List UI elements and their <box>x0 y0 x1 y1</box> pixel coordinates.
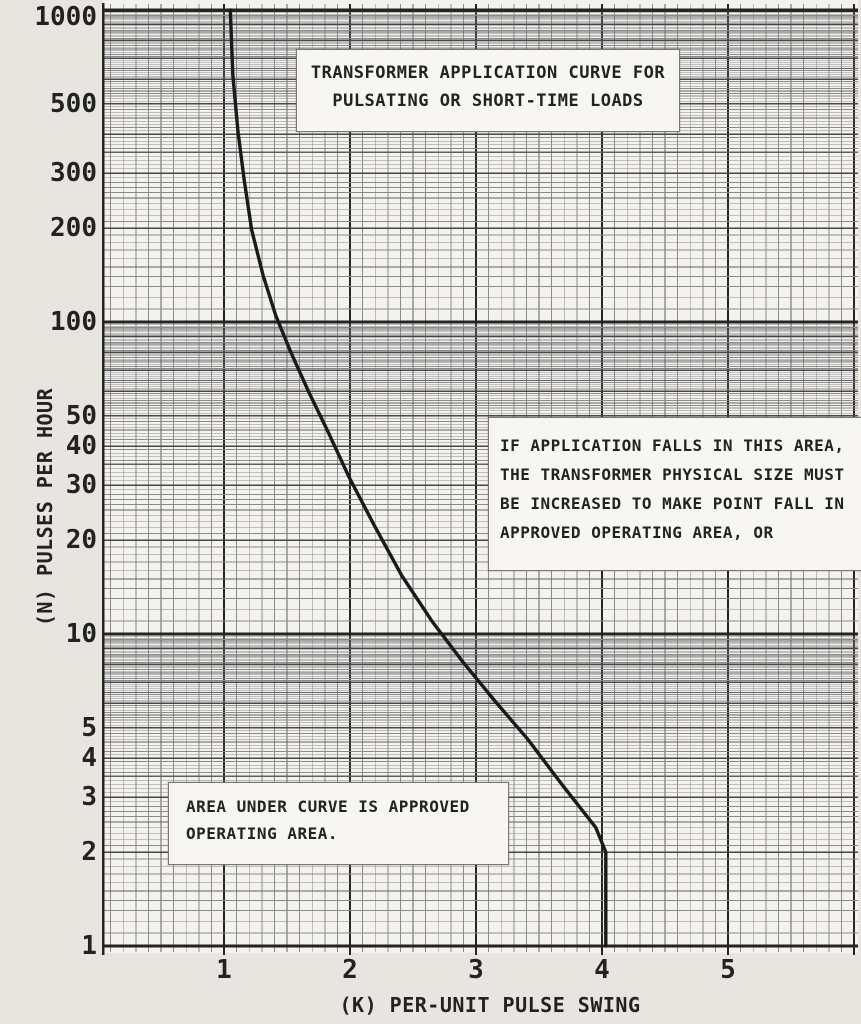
chart-title-line: TRANSFORMER APPLICATION CURVE FOR <box>310 63 666 83</box>
y-tick-label: 50 <box>65 400 97 431</box>
x-tick-label: 1 <box>216 955 232 985</box>
chart-title-box: TRANSFORMER APPLICATION CURVE FOR PULSAT… <box>296 49 680 132</box>
y-tick-label: 100 <box>50 307 97 337</box>
y-tick-label: 4 <box>81 743 97 774</box>
application-limit-curve <box>228 8 608 948</box>
x-tick-label: 3 <box>468 955 484 985</box>
y-axis-title: (N) PULSES PER HOUR <box>33 387 57 627</box>
warning-annotation-box: IF APPLICATION FALLS IN THIS AREA, THE T… <box>488 417 861 571</box>
y-tick-label: 500 <box>50 88 97 119</box>
y-tick-label: 2 <box>81 837 97 868</box>
x-tick-label: 5 <box>720 955 736 985</box>
y-tick-label: 5 <box>81 712 97 743</box>
y-tick-label: 30 <box>65 470 97 501</box>
y-tick-label: 1000 <box>34 2 97 32</box>
y-tick-label: 1 <box>81 931 97 961</box>
approved-text-line: AREA UNDER CURVE IS APPROVED <box>186 797 470 816</box>
y-tick-label: 10 <box>65 619 97 649</box>
warning-text-line: APPROVED OPERATING AREA, OR <box>500 523 774 542</box>
chart-title-line: PULSATING OR SHORT-TIME LOADS <box>332 91 644 111</box>
y-tick-label: 3 <box>81 782 97 813</box>
warning-text-line: IF APPLICATION FALLS IN THIS AREA, <box>500 436 845 455</box>
approved-area-annotation-box: AREA UNDER CURVE IS APPROVED OPERATING A… <box>168 782 509 865</box>
y-tick-label: 300 <box>50 158 97 189</box>
x-axis-title: (K) PER-UNIT PULSE SWING <box>339 993 641 1017</box>
y-tick-label: 40 <box>65 431 97 462</box>
approved-text-line: OPERATING AREA. <box>186 824 338 843</box>
x-tick-label: 4 <box>594 955 610 985</box>
x-tick-label: 2 <box>342 955 358 985</box>
warning-text-line: BE INCREASED TO MAKE POINT FALL IN <box>500 494 845 513</box>
warning-text-line: THE TRANSFORMER PHYSICAL SIZE MUST <box>500 465 845 484</box>
y-tick-label: 200 <box>50 213 97 244</box>
y-tick-label: 20 <box>65 525 97 556</box>
